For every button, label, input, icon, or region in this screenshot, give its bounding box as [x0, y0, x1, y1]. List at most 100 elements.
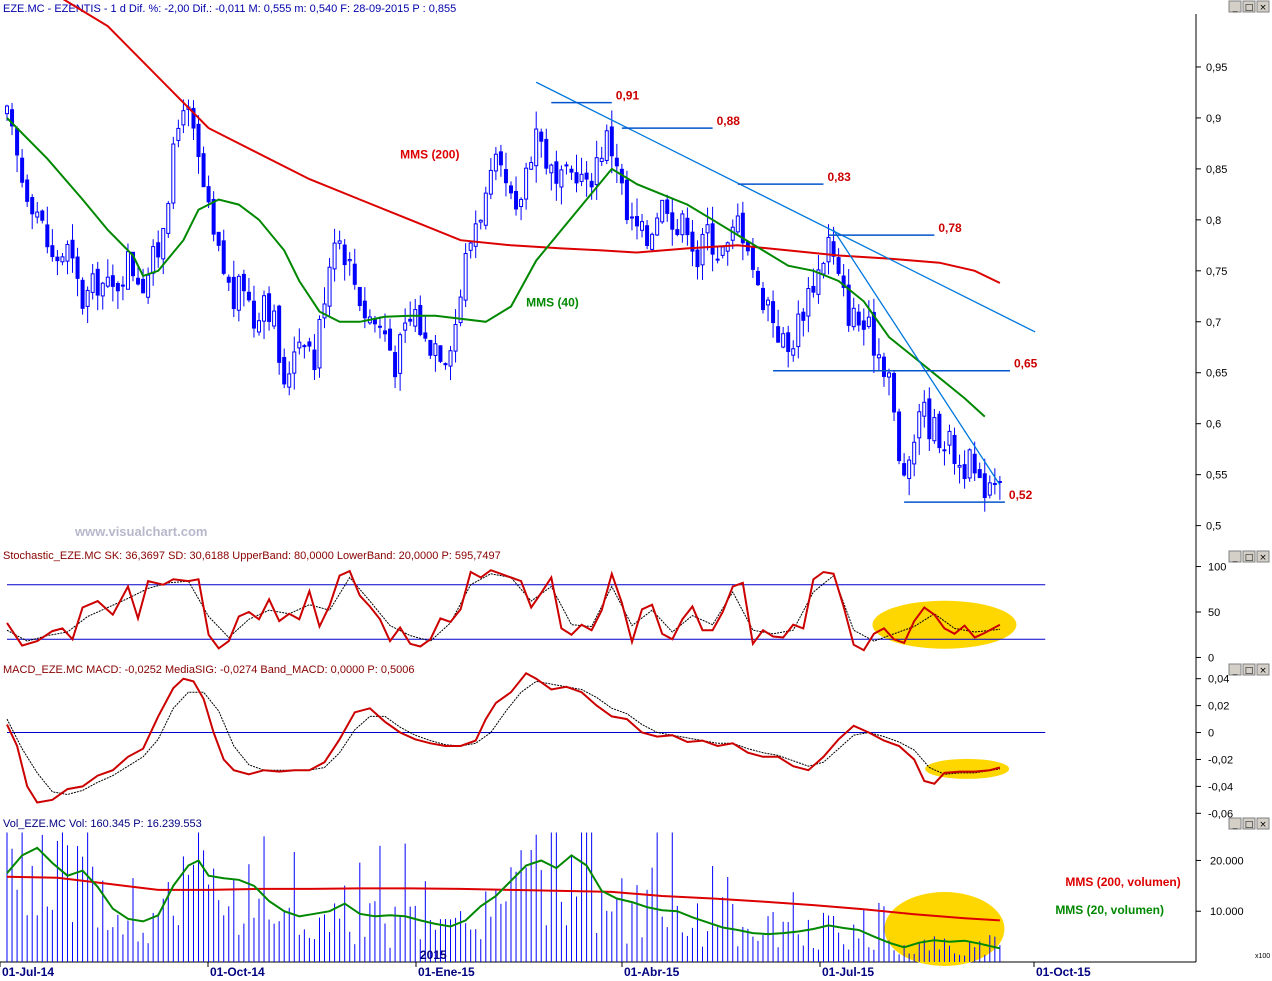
- price-candle-body: [398, 334, 403, 374]
- price-candle-body: [514, 190, 519, 210]
- panel-window-button[interactable]: ×: [1256, 663, 1270, 676]
- price-candle-body: [715, 258, 720, 261]
- price-candle-body: [836, 257, 841, 274]
- price-candle-body: [826, 236, 831, 263]
- stochastic-panel: [6, 569, 1046, 652]
- price-candle-body: [740, 212, 745, 244]
- x-axis-labels: 01-Jul-14 01-Oct-14 01-Ene-15 01-Abr-15 01-J…: [0, 948, 1091, 979]
- trend-line: [833, 229, 1001, 486]
- y-tick-label: 0,02: [1208, 701, 1229, 713]
- price-candle-body: [95, 268, 100, 296]
- price-candle-body: [912, 441, 917, 465]
- price-candle-body: [488, 169, 493, 195]
- window-button-frame[interactable]: [1256, 817, 1270, 830]
- price-candle-body: [881, 356, 886, 377]
- window-button-frame[interactable]: [1256, 0, 1270, 13]
- price-candle-body: [372, 318, 377, 325]
- price-candle-body: [831, 241, 836, 257]
- panel-window-button[interactable]: ×: [1256, 550, 1270, 563]
- level-label: 0,88: [717, 114, 741, 128]
- price-candle-body: [35, 211, 40, 218]
- price-candle-body: [962, 464, 967, 480]
- panel-window-button[interactable]: ×: [1256, 0, 1270, 13]
- volume-sma-20-line: [6, 846, 1001, 950]
- price-candle-body: [383, 330, 387, 335]
- window-button-frame[interactable]: [1228, 550, 1242, 563]
- price-candle-body: [377, 325, 382, 328]
- price-candle-body: [45, 224, 50, 248]
- price-candle-body: [660, 199, 665, 223]
- price-candle-body: [231, 276, 236, 310]
- price-candle-body: [90, 273, 95, 293]
- level-label: 0,78: [938, 221, 962, 235]
- price-candle-body: [887, 372, 891, 378]
- window-button-glyph: ×: [1259, 553, 1267, 563]
- price-candle-body: [700, 233, 705, 266]
- price-candle-body: [408, 318, 413, 322]
- price-candle-body: [705, 224, 710, 234]
- price-candle-body: [816, 269, 821, 295]
- price-candle-body: [307, 341, 312, 347]
- price-candle-body: [750, 246, 755, 270]
- panel-window-button[interactable]: □: [1242, 0, 1256, 13]
- price-candle-body: [680, 213, 685, 236]
- price-candle-body: [972, 453, 977, 474]
- price-candle-body: [493, 153, 498, 172]
- price-candle-body: [897, 411, 902, 462]
- price-candle-body: [801, 311, 806, 321]
- window-button-frame[interactable]: [1242, 0, 1256, 13]
- price-candle-body: [322, 303, 327, 319]
- macd-panel-header: MACD_EZE.MC MACD: -0,0252 MediaSIG: -0,0…: [3, 664, 414, 676]
- stochastic-sk-line: [6, 569, 1001, 652]
- panel-window-button[interactable]: _: [1228, 663, 1242, 676]
- price-candle-body: [443, 363, 448, 366]
- price-candle-body: [151, 246, 156, 274]
- window-button-frame[interactable]: [1256, 663, 1270, 676]
- price-candle-body: [589, 180, 594, 188]
- window-button-glyph: ×: [1259, 666, 1267, 676]
- volume-sma-200-line: [6, 875, 1000, 922]
- price-candle-body: [20, 157, 25, 183]
- price-candle-body: [579, 173, 584, 182]
- y-tick-label: 0,7: [1206, 317, 1221, 329]
- panel-window-button[interactable]: □: [1242, 663, 1256, 676]
- panel-window-button[interactable]: _: [1228, 817, 1242, 830]
- window-button-glyph: _: [1232, 3, 1238, 13]
- window-button-frame[interactable]: [1228, 663, 1242, 676]
- price-candle-body: [982, 473, 987, 499]
- volume-ma-annotation: MMS (20, volumen): [1055, 903, 1164, 917]
- price-candle-body: [201, 153, 206, 188]
- price-candle-body: [811, 285, 816, 293]
- price-candle-body: [871, 311, 876, 356]
- macd-line: [6, 672, 1001, 804]
- window-button-frame[interactable]: [1242, 550, 1256, 563]
- y-tick-label: 0,85: [1206, 164, 1227, 176]
- ma-annotation: MMS (200): [400, 148, 459, 162]
- panel-window-button[interactable]: ×: [1256, 817, 1270, 830]
- window-button-frame[interactable]: [1256, 550, 1270, 563]
- panel-window-button[interactable]: □: [1242, 550, 1256, 563]
- price-candle-body: [987, 482, 992, 496]
- sma-40-line: [6, 117, 986, 418]
- price-candle-body: [554, 161, 559, 184]
- price-candle-body: [509, 185, 513, 194]
- panel-window-button[interactable]: □: [1242, 817, 1256, 830]
- y-tick-label: 0,5: [1206, 521, 1221, 533]
- window-button-frame[interactable]: [1242, 663, 1256, 676]
- price-candle-body: [191, 107, 196, 129]
- price-candle-body: [418, 305, 423, 336]
- macd-signal-line: [6, 680, 1000, 796]
- price-candle-body: [100, 282, 105, 297]
- panel-window-button[interactable]: _: [1228, 0, 1242, 13]
- price-candle-body: [650, 233, 655, 250]
- window-button-frame[interactable]: [1228, 817, 1242, 830]
- price-candle-body: [614, 157, 619, 167]
- price-candle-body: [433, 343, 438, 356]
- window-button-frame[interactable]: [1242, 817, 1256, 830]
- price-candle-body: [141, 278, 146, 294]
- price-candle-body: [50, 245, 55, 258]
- window-button-glyph: _: [1232, 666, 1238, 676]
- window-button-frame[interactable]: [1228, 0, 1242, 13]
- panel-window-button[interactable]: _: [1228, 550, 1242, 563]
